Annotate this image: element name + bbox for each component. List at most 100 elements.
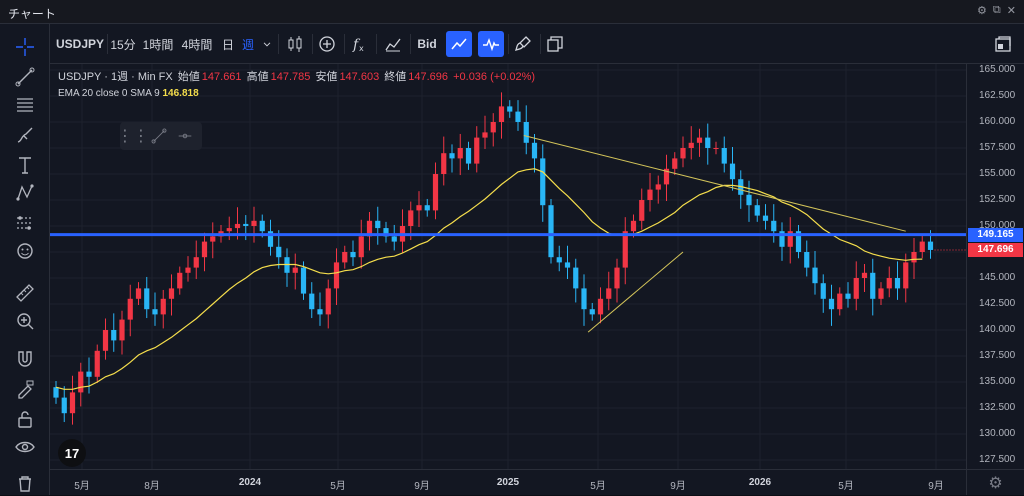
- time-axis[interactable]: 5月 8月 2024 5月 9月 2025 5月 9月 2026 5月 9月: [50, 469, 966, 495]
- candle-body: [556, 257, 562, 263]
- ruler-icon[interactable]: [11, 280, 39, 306]
- text-icon[interactable]: [11, 152, 39, 178]
- svg-text:f: f: [352, 37, 361, 53]
- candle-body: [309, 293, 315, 310]
- snapshot-layout-icon[interactable]: [990, 31, 1016, 57]
- price-tick-label: 162.500: [979, 90, 1016, 101]
- trend-line-tool-icon[interactable]: [146, 122, 172, 150]
- ema-legend[interactable]: EMA 20 close 0 SMA 9 146.818: [58, 88, 199, 99]
- candle-body: [111, 330, 117, 341]
- popout-icon[interactable]: ⧉: [992, 4, 1001, 16]
- hline-price-badge[interactable]: 149.165: [968, 227, 1023, 242]
- compare-add-icon[interactable]: [314, 31, 340, 57]
- candle-body: [515, 111, 521, 122]
- trash-icon[interactable]: [11, 470, 39, 496]
- drawing-toolbar: [0, 24, 50, 495]
- fib-retracement-icon[interactable]: [11, 92, 39, 118]
- price-tick-label: 152.500: [979, 194, 1016, 205]
- ema-legend-label: EMA 20 close 0 SMA 9: [58, 88, 160, 99]
- lock-drawing-icon[interactable]: [11, 376, 39, 402]
- candle-body: [152, 309, 158, 315]
- candle-style-icon[interactable]: [282, 31, 308, 57]
- triangle-lower-line: [587, 251, 684, 333]
- candle-body: [762, 215, 769, 221]
- candle-body: [812, 267, 818, 284]
- horizontal-ray-tool-icon[interactable]: [172, 122, 198, 150]
- candle-body: [655, 184, 661, 190]
- time-tick-month: 9月: [414, 481, 430, 492]
- zoom-in-icon[interactable]: [11, 308, 39, 334]
- brush-icon[interactable]: [11, 122, 39, 148]
- candle-body: [663, 168, 670, 185]
- time-tick-month: 5月: [590, 481, 606, 492]
- candle-body: [127, 298, 133, 320]
- candle-body: [779, 231, 785, 247]
- candle-body: [177, 272, 183, 289]
- candle-body: [795, 231, 802, 252]
- bid-button[interactable]: Bid: [417, 37, 437, 51]
- lock-icon[interactable]: [11, 406, 39, 432]
- candle-body: [375, 220, 381, 229]
- drag-handle-icon[interactable]: ⋮⋮: [117, 128, 149, 145]
- candle-body: [383, 228, 389, 237]
- prediction-icon[interactable]: [11, 210, 39, 236]
- interval-15m-button[interactable]: 15分: [110, 37, 136, 52]
- interval-day-button[interactable]: 日: [221, 37, 234, 52]
- axis-settings-icon[interactable]: ⚙: [966, 469, 1024, 495]
- chevron-down-icon[interactable]: [260, 31, 274, 57]
- emoji-icon[interactable]: [11, 238, 39, 264]
- candle-body: [317, 309, 323, 315]
- interval-week-button[interactable]: 週: [241, 37, 254, 52]
- candle-body: [267, 231, 274, 247]
- legend-high: 147.785: [270, 71, 311, 83]
- candle-body: [622, 231, 628, 268]
- candle-body: [94, 350, 100, 377]
- candle-body: [119, 319, 125, 341]
- candle-body: [573, 267, 579, 289]
- candle-body: [903, 262, 909, 289]
- window-titlebar: チャート ⚙ ⧉ ✕: [0, 0, 1024, 24]
- floating-drawing-toolbar: ⋮⋮: [117, 122, 202, 150]
- gear-icon[interactable]: ⚙: [977, 5, 987, 17]
- candle-body: [234, 223, 241, 229]
- interval-4h-button[interactable]: 4時間: [181, 37, 213, 52]
- price-axis[interactable]: 165.000 162.500 160.000 157.500 155.000 152.5…: [966, 64, 1024, 469]
- candle-body: [333, 262, 340, 289]
- paintbrush-icon[interactable]: [510, 31, 536, 57]
- symbol-search-button[interactable]: USDJPY: [55, 37, 105, 51]
- candle-body: [160, 298, 166, 315]
- chart-pane[interactable]: USDJPY · 1週 · Min FX 始値 147.661 高値 147.785…: [50, 64, 966, 469]
- layout-windows-icon[interactable]: [542, 31, 568, 57]
- pattern-icon[interactable]: [11, 180, 39, 206]
- ema-legend-value: 146.818: [162, 88, 199, 99]
- line-chart-toggle-icon[interactable]: [446, 31, 472, 57]
- candle-body: [498, 106, 505, 122]
- close-icon[interactable]: ✕: [1006, 5, 1016, 17]
- time-tick-month: 5月: [74, 481, 90, 492]
- templates-icon[interactable]: [380, 31, 406, 57]
- eye-icon[interactable]: [11, 434, 39, 460]
- candlestick-chart[interactable]: [50, 64, 966, 469]
- candle-body: [680, 148, 686, 159]
- candle-body: [853, 278, 859, 299]
- price-tick-label: 165.000: [979, 64, 1016, 75]
- candle-body: [886, 278, 892, 289]
- candle-body: [201, 241, 208, 258]
- candle-body: [861, 272, 868, 278]
- candle-body: [441, 153, 447, 174]
- pulse-toggle-icon[interactable]: [478, 31, 504, 57]
- magnet-icon[interactable]: [11, 346, 39, 372]
- crosshair-icon[interactable]: [11, 34, 39, 60]
- legend-open-label: 始値: [177, 71, 200, 83]
- price-tick-label: 137.500: [979, 350, 1016, 361]
- candle-body: [837, 293, 843, 310]
- candle-body: [820, 283, 826, 299]
- candle-body: [705, 137, 711, 148]
- tradingview-logo[interactable]: 17: [58, 439, 86, 467]
- candle-body: [432, 174, 439, 211]
- interval-1h-button[interactable]: 1時間: [142, 37, 174, 52]
- candle-body: [696, 137, 703, 143]
- trend-line-icon[interactable]: [11, 64, 39, 90]
- candle-body: [416, 205, 422, 211]
